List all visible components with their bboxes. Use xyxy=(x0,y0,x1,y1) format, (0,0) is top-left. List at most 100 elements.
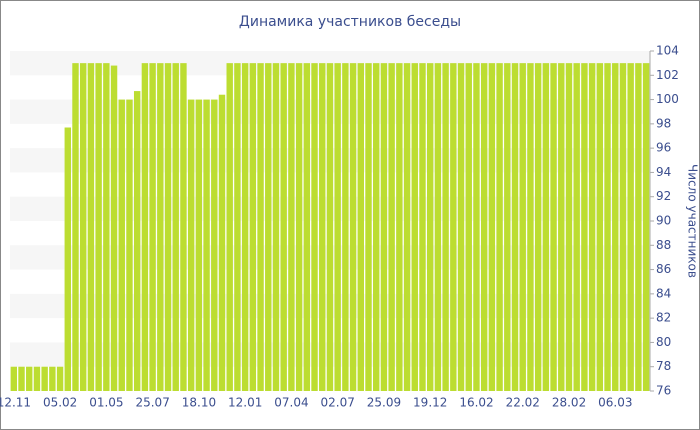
bar xyxy=(172,63,179,392)
bar xyxy=(203,99,210,392)
bar xyxy=(365,63,372,392)
y-tick-label: 98 xyxy=(656,116,671,130)
bar xyxy=(380,63,388,392)
chart-title: Динамика участников беседы xyxy=(239,14,461,30)
bar xyxy=(26,366,33,391)
bar xyxy=(311,63,318,392)
bar xyxy=(272,63,280,392)
y-tick-label: 86 xyxy=(656,262,671,276)
bar xyxy=(550,63,557,392)
bar xyxy=(164,63,172,392)
x-tick-label: 25.07 xyxy=(135,396,169,410)
bar xyxy=(211,99,218,392)
bar xyxy=(411,63,418,392)
bar xyxy=(41,366,48,391)
bar xyxy=(249,63,257,392)
bar xyxy=(604,63,611,392)
x-tick-label: 01.05 xyxy=(89,396,123,410)
bar xyxy=(157,63,164,392)
bar xyxy=(612,63,619,392)
bar xyxy=(426,63,434,392)
y-tick-label: 80 xyxy=(656,335,671,349)
bar xyxy=(133,91,141,392)
y-axis-label: Число участников xyxy=(686,164,700,278)
bar xyxy=(10,366,18,391)
x-tick-label: 28.02 xyxy=(552,396,586,410)
bar xyxy=(149,63,156,392)
bar xyxy=(403,63,411,392)
bar xyxy=(627,63,634,392)
x-tick-label: 19.12 xyxy=(413,396,447,410)
bar xyxy=(187,99,195,392)
bar xyxy=(573,63,580,392)
bar xyxy=(388,63,395,392)
bar xyxy=(195,99,203,392)
bar xyxy=(635,63,642,392)
bar xyxy=(72,63,79,392)
bar xyxy=(103,63,110,392)
y-tick-label: 100 xyxy=(656,92,679,106)
bar xyxy=(280,63,287,392)
x-tick-label: 18.10 xyxy=(182,396,216,410)
bar xyxy=(349,63,357,392)
x-tick-label: 07.04 xyxy=(274,396,308,410)
bar xyxy=(588,63,596,392)
bar xyxy=(527,63,534,392)
bar xyxy=(56,366,64,391)
bar xyxy=(465,63,472,392)
bar xyxy=(126,99,133,392)
y-tick-label: 96 xyxy=(656,141,671,155)
bar xyxy=(542,63,550,392)
y-tick-label: 88 xyxy=(656,238,671,252)
bar xyxy=(504,63,511,392)
bar xyxy=(295,63,303,392)
y-tick-label: 78 xyxy=(656,359,671,373)
bar xyxy=(334,63,341,392)
bar xyxy=(534,63,542,392)
bar xyxy=(118,99,125,392)
bar xyxy=(33,366,41,391)
y-tick-label: 102 xyxy=(656,68,679,82)
x-tick-label: 12.01 xyxy=(228,396,262,410)
bar xyxy=(226,63,233,392)
x-tick-label: 22.02 xyxy=(506,396,540,410)
bar xyxy=(450,63,457,392)
x-tick-label: 25.09 xyxy=(367,396,401,410)
bar xyxy=(396,63,403,392)
bar xyxy=(619,63,627,392)
y-tick-label: 90 xyxy=(656,214,671,228)
bar xyxy=(419,63,426,392)
x-tick-label: 12.11 xyxy=(0,396,31,410)
bar xyxy=(357,63,364,392)
y-tick-label: 94 xyxy=(656,165,671,179)
bar xyxy=(473,63,480,392)
bar xyxy=(79,63,87,392)
bar xyxy=(95,63,102,392)
bar xyxy=(319,63,326,392)
bar xyxy=(558,63,565,392)
x-tick-label: 16.02 xyxy=(459,396,493,410)
bar xyxy=(49,366,56,391)
bar xyxy=(496,63,503,392)
bar xyxy=(488,63,496,392)
bar xyxy=(373,63,380,392)
x-tick-label: 06.03 xyxy=(598,396,632,410)
bar xyxy=(434,63,442,392)
bar xyxy=(480,63,488,392)
bar xyxy=(87,63,95,392)
bar xyxy=(241,63,249,392)
bar xyxy=(257,63,264,392)
bar xyxy=(265,63,272,392)
bar xyxy=(141,63,149,392)
bar xyxy=(234,63,241,392)
bar xyxy=(565,63,573,392)
bar xyxy=(519,63,526,392)
bar xyxy=(642,63,650,392)
bar xyxy=(288,63,295,392)
bar xyxy=(596,63,604,392)
bar xyxy=(303,63,311,392)
bar xyxy=(442,63,449,392)
bar xyxy=(581,63,588,392)
x-tick-label: 05.02 xyxy=(43,396,77,410)
